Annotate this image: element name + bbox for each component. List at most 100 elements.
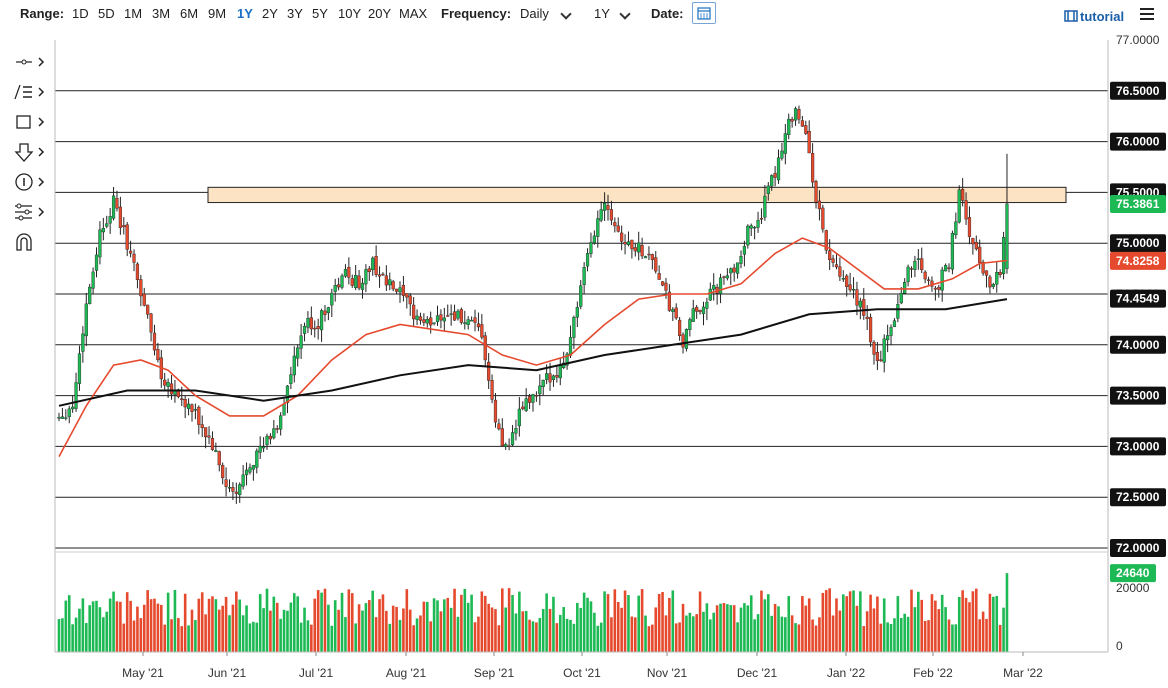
crosshair-icon [16, 57, 45, 67]
volume-bar [303, 607, 306, 652]
volume-bar [391, 605, 395, 652]
candle-body [412, 304, 416, 320]
candle-body [251, 465, 255, 470]
range-option-2y[interactable]: 2Y [262, 6, 278, 21]
time-tick-label: Jan '22 [827, 666, 866, 680]
candle-body [309, 317, 313, 330]
range-option-1d[interactable]: 1D [72, 6, 89, 21]
candle-body [326, 307, 330, 314]
volume-bar [228, 615, 231, 652]
candle-body [446, 315, 450, 317]
candle-body [91, 271, 95, 289]
price-grid [55, 90, 1108, 549]
rectangle-tool-button[interactable] [12, 110, 48, 134]
range-option-1m[interactable]: 1M [124, 6, 143, 21]
volume-bar [419, 615, 422, 652]
range-option-3y[interactable]: 3Y [287, 6, 303, 21]
candle-body [279, 415, 283, 430]
candle-body [896, 304, 900, 319]
candle-body [630, 239, 634, 250]
volume-bar [981, 611, 985, 652]
range-option-20y[interactable]: 20Y [368, 6, 392, 21]
candle-body [497, 423, 501, 430]
candle-body [626, 241, 631, 246]
candle-body [296, 347, 300, 359]
candle-body [899, 292, 903, 304]
price-level-tag: 73.0000 [1110, 437, 1166, 456]
candle-body [998, 272, 1002, 276]
price-level-tag: 76.5000 [1110, 81, 1166, 100]
magnet-tool-button[interactable] [12, 230, 48, 254]
volume-bar [446, 597, 450, 652]
candle-body [98, 229, 102, 258]
candle-body [214, 450, 218, 452]
volume-bar [88, 605, 91, 652]
arrow-tool-button[interactable] [12, 140, 48, 164]
volume-bar [657, 593, 661, 652]
volume-bar [214, 599, 218, 652]
volume-bar [784, 617, 787, 652]
crosshair-tool-button[interactable] [12, 50, 48, 74]
volume-bar [824, 590, 828, 652]
volume-bar [275, 602, 279, 652]
volume-bar [200, 592, 204, 652]
line-tools-button[interactable] [12, 80, 48, 104]
candle-body [142, 293, 146, 306]
candle-body [255, 450, 259, 468]
date-picker-button[interactable] [692, 2, 716, 24]
volume-bar [760, 590, 763, 652]
candle-body [367, 268, 371, 272]
candle-body [920, 258, 924, 271]
range-option-9m[interactable]: 9M [208, 6, 227, 21]
tutorial-icon[interactable] [1064, 9, 1078, 23]
tutorial-link[interactable]: tutorial [1080, 9, 1125, 24]
range-option-5d[interactable]: 5D [98, 6, 115, 21]
candle-body [667, 291, 671, 311]
range-option-5y[interactable]: 5Y [312, 6, 328, 21]
indicator-tool-button[interactable] [12, 200, 48, 224]
volume-bar [712, 612, 716, 652]
annotation-tool-button[interactable] [12, 170, 48, 194]
volume-bar [299, 622, 303, 652]
volume-bar [910, 589, 913, 652]
candle-body [705, 301, 709, 309]
candle-body [834, 264, 839, 268]
volume-bar [255, 622, 259, 652]
period-select[interactable]: 1Y [594, 6, 610, 21]
volume-bar [872, 608, 876, 652]
volume-bar [790, 615, 794, 652]
volume-bar [780, 616, 784, 652]
range-option-10y[interactable]: 10Y [338, 6, 362, 21]
frequency-select[interactable]: Daily [520, 6, 549, 21]
candle-body [166, 382, 170, 387]
range-option-6m[interactable]: 6M [180, 6, 199, 21]
frequency-label: Frequency: [441, 6, 512, 21]
range-option-3m[interactable]: 3M [152, 6, 171, 21]
candle-body [684, 329, 689, 349]
candle-body [732, 267, 736, 273]
volume-bar [252, 621, 255, 652]
candle-body [268, 435, 273, 440]
candle-body [582, 267, 586, 285]
range-option-1y[interactable]: 1Y [237, 6, 253, 21]
candle-body [193, 408, 197, 411]
volume-bar [180, 626, 184, 652]
volume-bar [603, 591, 606, 652]
candle-body [470, 319, 474, 322]
candle-body [599, 209, 603, 221]
volume-bar [794, 623, 797, 652]
volume-bar [691, 616, 695, 652]
candle-body [817, 200, 822, 210]
candle-body [637, 242, 641, 253]
range-option-max[interactable]: MAX [399, 6, 428, 21]
menu-icon[interactable] [1140, 8, 1154, 20]
volume-bar [415, 618, 419, 652]
volume-bar [702, 611, 705, 652]
volume-bar [163, 624, 167, 652]
volume-bar [115, 601, 119, 652]
candle-body [480, 324, 484, 338]
volume-bar [668, 597, 671, 652]
candle-body [633, 247, 637, 252]
volume-bar [651, 624, 654, 652]
